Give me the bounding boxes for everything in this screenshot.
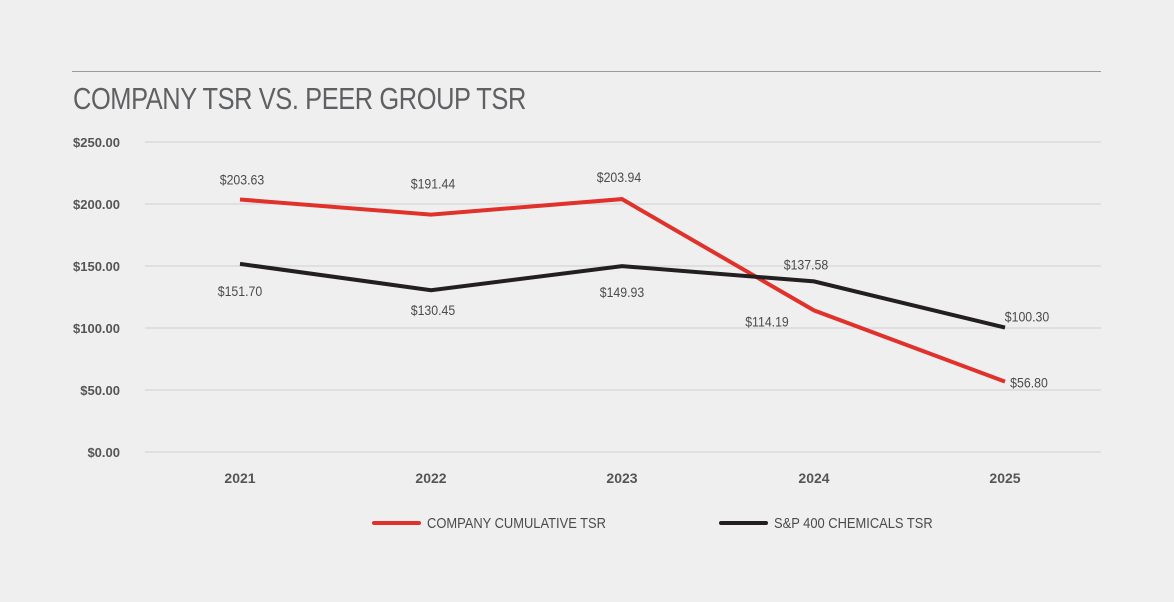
legend-label-company: COMPANY CUMULATIVE TSR	[427, 514, 606, 532]
data-label-peer: $149.93	[600, 284, 644, 300]
x-tick-label: 2024	[798, 470, 829, 486]
data-label-company: $114.19	[745, 314, 789, 330]
y-tick-label: $250.00	[73, 135, 120, 150]
y-axis-ticks: $0.00 $50.00 $100.00 $150.00 $200.00 $250.00	[73, 135, 120, 460]
data-label-peer: $130.45	[411, 303, 455, 319]
x-tick-label: 2021	[224, 470, 255, 486]
x-tick-label: 2022	[415, 470, 446, 486]
y-tick-label: $100.00	[73, 321, 120, 336]
data-label-company: $203.63	[220, 172, 264, 188]
x-tick-label: 2023	[606, 470, 637, 486]
y-tick-label: $200.00	[73, 197, 120, 212]
data-label-company: $203.94	[597, 169, 641, 185]
gridlines	[145, 141, 1101, 453]
data-label-peer: $151.70	[218, 283, 262, 299]
legend: COMPANY CUMULATIVE TSR S&P 400 CHEMICALS…	[372, 512, 1043, 534]
legend-item-company: COMPANY CUMULATIVE TSR	[372, 515, 635, 532]
data-label-peer: $137.58	[784, 257, 828, 273]
series-line-peer	[239, 261, 1006, 330]
series-lines	[239, 197, 1006, 384]
legend-swatch-peer	[719, 521, 769, 525]
y-tick-label: $50.00	[80, 383, 120, 398]
x-axis-ticks: 2021 2022 2023 2024 2025	[224, 470, 1020, 486]
chart-title: COMPANY TSR VS. PEER GROUP TSR	[73, 81, 526, 116]
data-label-peer: $100.30	[1005, 309, 1049, 325]
y-tick-label: $0.00	[87, 445, 120, 460]
legend-label-peer: S&P 400 CHEMICALS TSR	[774, 514, 933, 532]
series-line-company	[239, 197, 1006, 384]
legend-item-peer: S&P 400 CHEMICALS TSR	[719, 515, 959, 532]
data-label-company: $191.44	[411, 176, 455, 192]
data-labels: $203.63 $191.44 $203.94 $114.19 $56.80 $151.7…	[218, 169, 1049, 390]
y-tick-label: $150.00	[73, 259, 120, 274]
title-rule	[72, 71, 1101, 72]
x-tick-label: 2025	[989, 470, 1020, 486]
legend-swatch-company	[372, 521, 421, 525]
data-label-company: $56.80	[1010, 375, 1048, 391]
